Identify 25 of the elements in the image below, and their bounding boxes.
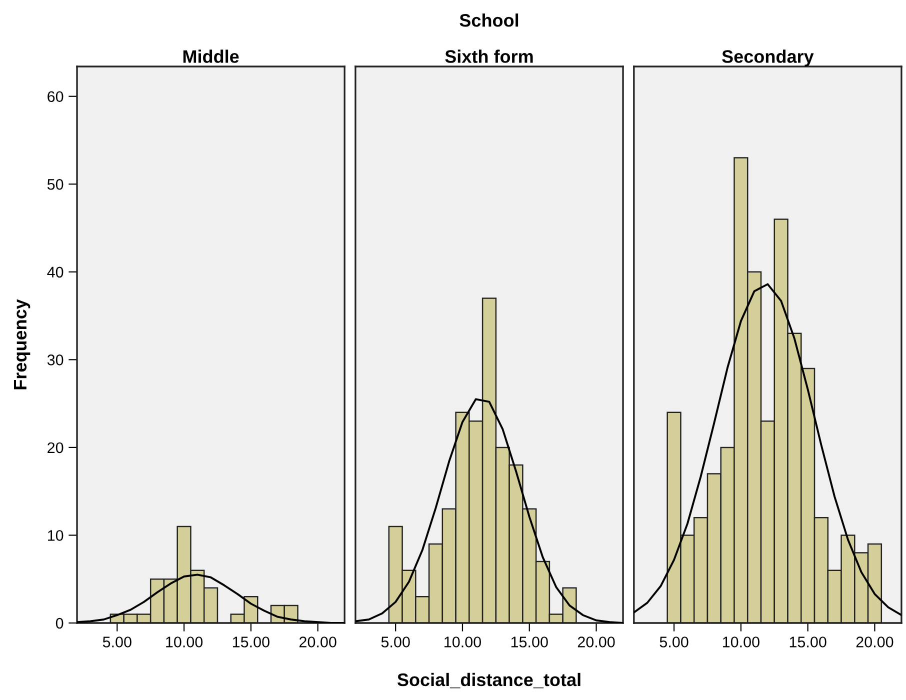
chart-title: Sixth form xyxy=(445,50,533,63)
x-tick-label: 15.00 xyxy=(232,636,270,648)
y-tick-label: 50 xyxy=(47,178,64,190)
y-tick-label: 30 xyxy=(47,354,64,366)
x-tick-label: 5.00 xyxy=(102,636,132,648)
x-axis-title: Social_distance_total xyxy=(397,672,580,688)
x-tick-label: 15.00 xyxy=(790,636,826,648)
x-tick-label: 20.00 xyxy=(299,636,336,648)
x-tick-label: 20.00 xyxy=(856,636,894,648)
x-tick-label: 10.00 xyxy=(166,636,203,648)
chart-title: Secondary xyxy=(722,50,814,66)
x-tick-label: 10.00 xyxy=(722,636,760,648)
y-axis-title: Frequency xyxy=(14,299,30,390)
x-tick-label: 10.00 xyxy=(444,636,482,648)
x-tick-label: 5.00 xyxy=(381,636,410,648)
y-tick-label: 0 xyxy=(56,618,64,629)
text: School xyxy=(460,14,518,27)
y-tick-label: 60 xyxy=(48,91,64,102)
x-tick-label: 15.00 xyxy=(511,636,548,648)
y-tick-label: 20 xyxy=(48,442,64,454)
chart-title: Middle xyxy=(183,50,239,63)
x-tick-label: 20.00 xyxy=(578,636,615,648)
y-tick-label: 40 xyxy=(47,266,64,278)
x-tick-label: 5.00 xyxy=(660,636,688,648)
y-tick-label: 10 xyxy=(48,530,64,541)
